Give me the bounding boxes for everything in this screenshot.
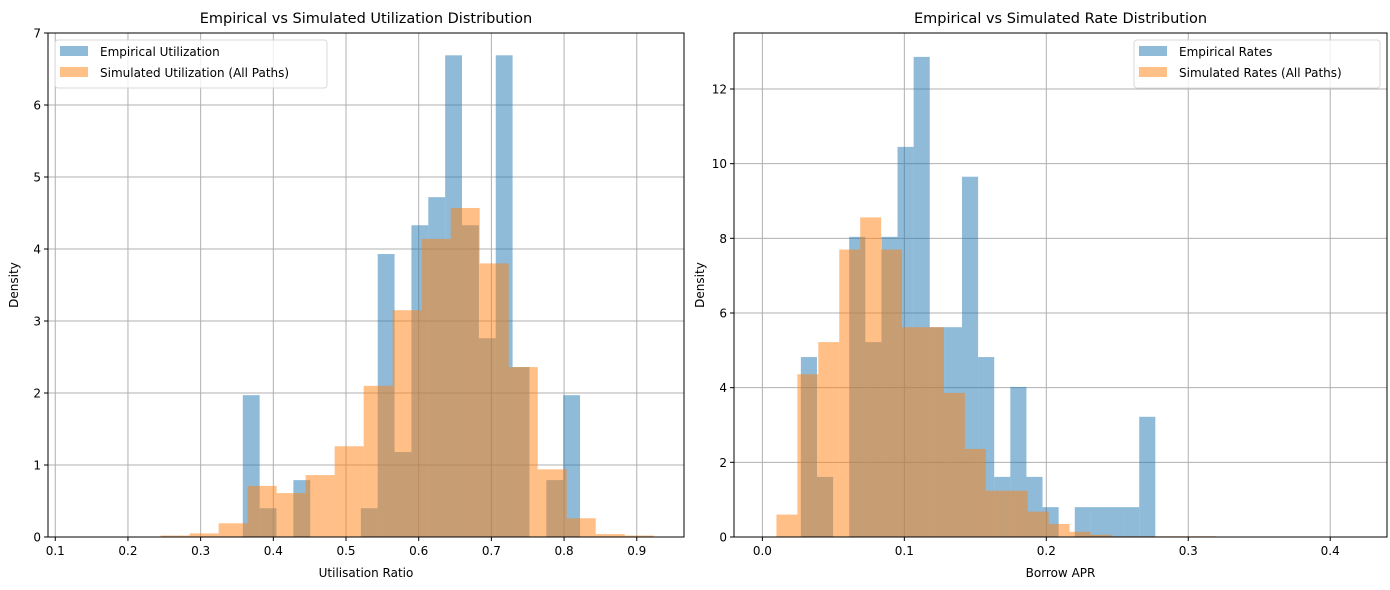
simulated-histogram-bar — [624, 535, 654, 537]
x-tick-label: 0.4 — [264, 544, 283, 558]
simulated-histogram-bar — [1069, 531, 1091, 537]
simulated-histogram-bar — [964, 448, 986, 537]
simulated-histogram-bar — [1027, 511, 1049, 537]
legend: Empirical Rates Simulated Rates (All Pat… — [1133, 39, 1381, 89]
legend-swatch-simulated — [1139, 67, 1167, 77]
simulated-histogram-bar — [566, 518, 596, 537]
simulated-histogram-bar — [1048, 523, 1070, 537]
simulated-histogram-bar — [797, 374, 819, 537]
empirical-histogram-bar — [1106, 507, 1124, 537]
y-tick-label: 6 — [719, 307, 727, 321]
y-axis-label: Density — [7, 262, 21, 308]
empirical-histogram-bar — [961, 176, 979, 537]
empirical-histogram-bar — [1090, 507, 1107, 537]
ticks: 0.0 0.1 0.2 0.3 0.4 0 2 4 6 8 10 12 — [712, 83, 1340, 559]
x-tick-label: 0.5 — [336, 544, 355, 558]
simulated-histogram-bar — [276, 493, 306, 537]
chart-title: Empirical vs Simulated Rate Distribution — [914, 11, 1207, 27]
simulated-histogram-bar — [334, 446, 364, 537]
simulated-histogram-bar — [839, 249, 861, 538]
y-tick-label: 3 — [33, 315, 41, 329]
simulated-histogram-bar — [508, 367, 538, 537]
y-tick-label: 0 — [33, 531, 41, 545]
simulated-histogram-bar — [450, 207, 480, 537]
simulated-histogram-bar — [1006, 490, 1028, 537]
x-tick-label: 0.1 — [895, 544, 914, 558]
y-tick-label: 6 — [33, 99, 41, 113]
x-tick-label: 0.0 — [753, 544, 772, 558]
x-tick-label: 0.9 — [627, 544, 646, 558]
simulated-histogram-bar — [189, 533, 219, 537]
simulated-histogram-bar — [218, 523, 248, 537]
simulated-histogram-bar — [776, 514, 798, 537]
x-tick-label: 0.2 — [118, 544, 137, 558]
legend-label-empirical: Empirical Rates — [1179, 45, 1272, 59]
chart-title: Empirical vs Simulated Utilization Distr… — [200, 11, 533, 27]
simulated-histogram-bar — [860, 217, 882, 537]
simulated-histogram-bar — [818, 342, 840, 537]
x-axis-label: Borrow APR — [1026, 566, 1096, 580]
simulated-histogram-bar — [923, 327, 944, 537]
simulated-histogram-bar — [421, 238, 451, 538]
rate-histogram-panel: 0.0 0.1 0.2 0.3 0.4 0 2 4 6 8 10 12 Empirical vs Si… — [693, 11, 1388, 580]
x-axis-label: Utilisation Ratio — [319, 566, 414, 580]
y-tick-label: 2 — [719, 456, 727, 470]
legend-frame — [1133, 39, 1381, 89]
axes-frame — [733, 32, 1388, 538]
simulated-histogram-bar — [160, 535, 190, 537]
empirical-histogram-bar — [1074, 507, 1091, 537]
simulated-histogram-bar — [881, 249, 903, 538]
x-tick-label: 0.3 — [191, 544, 210, 558]
x-tick-label: 0.6 — [409, 544, 428, 558]
y-tick-label: 4 — [719, 381, 727, 395]
ticks: 0.1 0.2 0.3 0.4 0.5 0.6 0.7 0.8 0.9 0 1 2 3 4 5 6 7 — [33, 27, 646, 559]
y-axis-label: Density — [693, 262, 707, 308]
y-tick-label: 4 — [33, 243, 41, 257]
bars — [160, 55, 654, 538]
x-tick-label: 0.7 — [482, 544, 501, 558]
simulated-histogram-bar — [985, 490, 1007, 537]
empirical-histogram-bar — [563, 395, 581, 537]
simulated-histogram-bar — [595, 534, 625, 537]
x-tick-label: 0.2 — [1037, 544, 1056, 558]
legend-swatch-empirical — [1139, 46, 1167, 56]
bars — [776, 56, 1217, 538]
axes-frame — [47, 32, 685, 538]
legend-label-simulated: Simulated Rates (All Paths) — [1179, 66, 1342, 80]
legend-frame — [54, 39, 328, 89]
y-tick-label: 5 — [33, 171, 41, 185]
y-tick-label: 0 — [719, 531, 727, 545]
legend-swatch-simulated — [60, 67, 88, 77]
empirical-histogram-bar — [1139, 416, 1156, 537]
simulated-histogram-bar — [1090, 534, 1112, 537]
simulated-histogram-bar — [305, 475, 335, 537]
y-tick-label: 1 — [33, 459, 41, 473]
y-tick-label: 8 — [719, 232, 727, 246]
legend: Empirical Utilization Simulated Utilizat… — [54, 39, 328, 89]
x-tick-label: 0.4 — [1321, 544, 1340, 558]
legend-label-empirical: Empirical Utilization — [100, 45, 220, 59]
simulated-histogram-bar — [363, 385, 393, 537]
simulated-histogram-bar — [392, 310, 422, 537]
y-tick-label: 10 — [712, 157, 727, 171]
x-tick-label: 0.3 — [1179, 544, 1198, 558]
empirical-histogram-bar — [1123, 507, 1140, 537]
simulated-histogram-bar — [943, 392, 965, 537]
simulated-histogram-bar — [479, 263, 509, 537]
y-tick-label: 7 — [33, 27, 41, 41]
x-tick-label: 0.8 — [555, 544, 574, 558]
simulated-histogram-bar — [537, 469, 567, 537]
legend-swatch-empirical — [60, 46, 88, 56]
x-tick-label: 0.1 — [46, 544, 65, 558]
legend-label-simulated: Simulated Utilization (All Paths) — [100, 66, 289, 80]
utilization-histogram-panel: 0.1 0.2 0.3 0.4 0.5 0.6 0.7 0.8 0.9 0 1 2 3 4 5 6 7 Empi… — [7, 11, 685, 580]
simulated-histogram-bar — [902, 327, 924, 537]
simulated-histogram-bar — [247, 485, 277, 537]
y-tick-label: 2 — [33, 387, 41, 401]
y-tick-label: 12 — [712, 83, 727, 97]
